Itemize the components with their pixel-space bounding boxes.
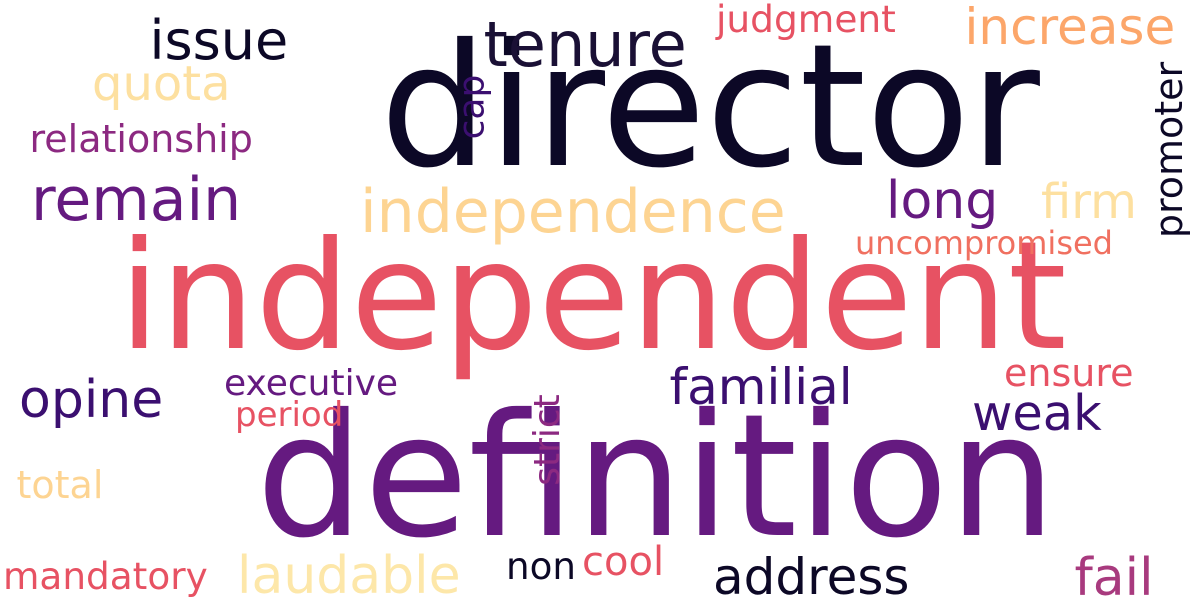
word-strict: strict <box>526 394 568 486</box>
word-director: director <box>380 8 1040 206</box>
word-issue: issue <box>149 9 289 72</box>
word-tenure: tenure <box>483 8 687 81</box>
word-remain: remain <box>31 165 242 235</box>
word-long: long <box>886 171 999 231</box>
word-total: total <box>16 463 104 507</box>
word-period: period <box>235 395 344 435</box>
word-laudable: laudable <box>237 546 461 600</box>
word-opine: opine <box>19 370 164 430</box>
word-independent: independent <box>118 210 1067 384</box>
word-non: non <box>506 543 576 588</box>
word-firm: firm <box>1041 174 1137 230</box>
word-mandatory: mandatory <box>3 553 208 598</box>
word-quota: quota <box>92 56 231 112</box>
word-cap: cap <box>450 74 492 140</box>
word-fail: fail <box>1074 548 1154 600</box>
word-weak: weak <box>972 383 1102 442</box>
word-executive: executive <box>224 363 399 404</box>
word-cool: cool <box>582 539 665 585</box>
word-promoter: promoter <box>1147 61 1192 239</box>
word-independence: independence <box>360 177 786 247</box>
word-ensure: ensure <box>1004 351 1134 395</box>
word-relationship: relationship <box>29 117 253 161</box>
word-familial: familial <box>669 358 853 416</box>
word-judgment: judgment <box>716 0 896 41</box>
word-increase: increase <box>964 0 1176 56</box>
word-address: address <box>713 548 910 600</box>
word-uncompromised: uncompromised <box>855 224 1113 262</box>
word-definition: definition <box>256 378 1057 576</box>
